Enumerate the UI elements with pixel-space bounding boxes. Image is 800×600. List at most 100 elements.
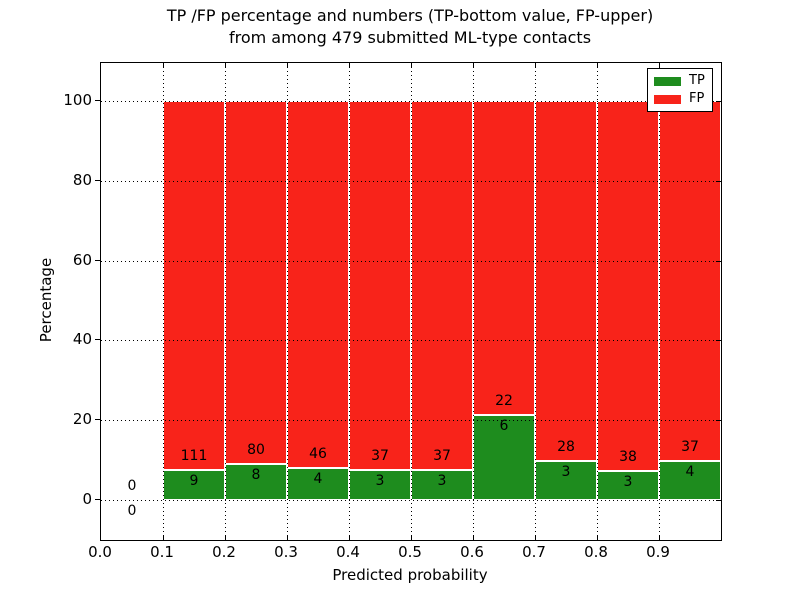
x-tick-label: 0.3 [274,543,298,561]
legend-row: FP [648,92,712,106]
bar-segment-fp [535,101,597,462]
bar-segment-tp [163,470,225,500]
tp-count-label: 3 [375,473,385,490]
bar-segment-fp [411,101,473,471]
x-tick-label: 0.6 [460,543,484,561]
y-axis-tick-right [716,101,721,102]
x-axis-tick-bottom [163,535,164,540]
fp-count-label: 0 [127,478,137,494]
y-tick-label: 60 [72,250,92,269]
legend-label: TP [689,73,705,88]
y-axis-tick-right [716,260,721,262]
x-axis-tick-top [225,63,226,68]
y-axis-tick [95,499,100,500]
x-axis-tick-bottom [349,535,350,540]
bar-segment-fp [225,101,287,464]
bar-segment-fp [659,101,721,462]
x-axis-tick-bottom [287,535,288,540]
x-tick-label: 0.4 [336,543,360,561]
y-axis-tick-right [716,500,721,501]
fp-count-label: 37 [371,448,389,465]
bar-segment-fp [163,101,225,471]
y-axis-tick [95,419,100,421]
x-tick-label: 0.2 [212,543,236,561]
y-tick-label: 20 [72,410,92,429]
gridline-vertical [659,63,660,540]
x-tick-label: 0.7 [522,543,546,561]
tp-count-label: 0 [127,503,137,519]
bar-segment-fp [349,101,411,471]
chart-title-line1: TP /FP percentage and numbers (TP-bottom… [166,6,654,25]
tp-count-label: 3 [623,473,633,490]
x-axis-tick-bottom [597,535,598,540]
legend: TP FP [647,68,713,112]
chart-title: TP /FP percentage and numbers (TP-bottom… [167,5,653,49]
tp-count-label: 3 [561,464,571,481]
x-tick-label: 0.5 [398,543,422,561]
fp-count-label: 111 [180,448,208,465]
fp-count-label: 38 [619,448,637,465]
x-axis-label: Predicted probability [332,566,488,584]
x-tick-label: 0.0 [88,543,112,561]
fp-count-label: 22 [495,392,513,409]
y-axis-tick [95,179,100,181]
x-axis-tick-top [535,63,536,68]
fp-count-label: 46 [309,446,327,463]
gridline-vertical [225,63,226,540]
y-axis-tick-right [716,180,721,182]
legend-swatch-tp [654,76,681,86]
y-tick-label: 100 [63,91,92,109]
bar-segment-tp [597,470,659,500]
gridline-vertical [287,63,288,540]
tp-count-label: 4 [313,471,323,488]
fp-count-label: 37 [433,448,451,465]
x-tick-label: 0.8 [584,543,608,561]
bar-segment-fp [287,101,349,469]
x-axis-tick-bottom [535,535,536,540]
x-axis-tick-bottom [659,535,660,540]
y-axis-tick [95,100,100,101]
legend-label: FP [689,91,705,106]
y-axis-tick-right [716,420,721,422]
gridline-vertical [597,63,598,540]
x-axis-tick-top [473,63,474,68]
tp-count-label: 8 [251,466,261,483]
tp-count-label: 3 [437,473,447,490]
gridline-vertical [349,63,350,540]
fp-count-label: 28 [557,439,575,456]
gridline-vertical [473,63,474,540]
x-axis-tick-top [163,63,164,68]
y-tick-label: 40 [72,330,92,349]
x-axis-tick-top [411,63,412,68]
x-tick-label: 0.9 [646,543,670,561]
legend-row: TP [648,74,712,88]
fp-count-label: 37 [681,439,699,456]
y-tick-label: 80 [72,170,92,189]
bar-segment-tp [349,470,411,500]
gridline-vertical [535,63,536,540]
bar-segment-fp [597,101,659,471]
fp-count-label: 80 [247,441,265,458]
y-axis-tick [95,339,100,341]
tp-count-label: 6 [499,417,509,434]
y-axis-tick [95,259,100,261]
bar-segment-fp [473,101,535,415]
bar-segment-tp [473,414,535,500]
x-axis-tick-bottom [411,535,412,540]
y-tick-label: 0 [82,490,92,508]
x-axis-tick-top [287,63,288,68]
tp-count-label: 4 [685,464,695,481]
tp-count-label: 9 [189,473,199,490]
y-axis-tick-right [716,340,721,342]
x-axis-tick-bottom [473,535,474,540]
plot-area: 0 0 111 9 80 8 46 4 37 3 37 3 22 6 28 3 38 3 37 4 [100,62,722,541]
x-tick-label: 0.1 [150,543,174,561]
gridline-vertical [411,63,412,540]
legend-swatch-fp [654,94,681,104]
gridline-vertical [163,63,164,540]
x-axis-tick-top [659,63,660,68]
x-axis-tick-bottom [225,535,226,540]
x-axis-tick-top [349,63,350,68]
chart-title-line2: from among 479 submitted ML-type contact… [228,28,592,47]
